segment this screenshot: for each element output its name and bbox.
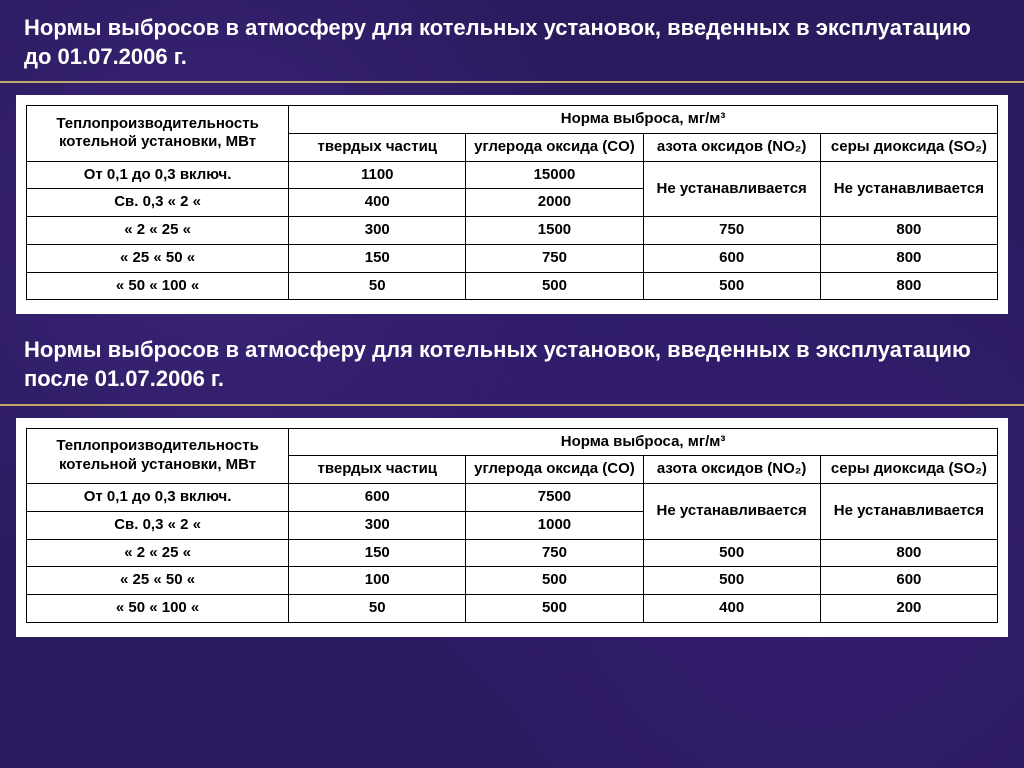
cell: 600 — [820, 567, 997, 595]
subheader: твердых частиц — [289, 456, 466, 484]
cell: 600 — [289, 484, 466, 512]
subheader: серы диоксида (SO₂) — [820, 456, 997, 484]
table-row: От 0,1 до 0,3 включ. 600 7500 Не устанав… — [27, 484, 998, 512]
table-header-row: Теплопроизводительность котельной устано… — [27, 106, 998, 134]
cell: 600 — [643, 244, 820, 272]
cell: 150 — [289, 244, 466, 272]
section-title: Нормы выбросов в атмосферу для котельных… — [24, 14, 1000, 71]
merged-cell: Не устанавливается — [643, 161, 820, 217]
cell: 1100 — [289, 161, 466, 189]
table-row: « 25 « 50 « 150 750 600 800 — [27, 244, 998, 272]
cell: 750 — [643, 217, 820, 245]
merged-cell: Не устанавливается — [820, 161, 997, 217]
table-row: « 50 « 100 « 50 500 400 200 — [27, 595, 998, 623]
cell: 500 — [643, 567, 820, 595]
cell: 500 — [643, 539, 820, 567]
subheader: углерода оксида (CO) — [466, 133, 643, 161]
emissions-table-before: Теплопроизводительность котельной устано… — [26, 105, 998, 300]
section-title-bar: Нормы выбросов в атмосферу для котельных… — [0, 322, 1024, 405]
cell: 800 — [820, 539, 997, 567]
header-main: Теплопроизводительность котельной устано… — [27, 428, 289, 484]
cell: 1500 — [466, 217, 643, 245]
slide: Нормы выбросов в атмосферу для котельных… — [0, 0, 1024, 768]
table-container: Теплопроизводительность котельной устано… — [16, 418, 1008, 637]
table-row: От 0,1 до 0,3 включ. 1100 15000 Не устан… — [27, 161, 998, 189]
merged-cell: Не устанавливается — [643, 484, 820, 540]
cell: 300 — [289, 511, 466, 539]
header-group-text: Норма выброса, мг/м³ — [561, 433, 726, 450]
row-label: « 50 « 100 « — [27, 595, 289, 623]
cell: 50 — [289, 272, 466, 300]
cell: 7500 — [466, 484, 643, 512]
row-label: Св. 0,3 « 2 « — [27, 511, 289, 539]
section-title: Нормы выбросов в атмосферу для котельных… — [24, 336, 1000, 393]
table-row: « 2 « 25 « 300 1500 750 800 — [27, 217, 998, 245]
subheader: углерода оксида (CO) — [466, 456, 643, 484]
header-group: Норма выброса, мг/м³ — [289, 428, 998, 456]
cell: 750 — [466, 244, 643, 272]
cell: 800 — [820, 217, 997, 245]
table-row: « 50 « 100 « 50 500 500 800 — [27, 272, 998, 300]
merged-cell: Не устанавливается — [820, 484, 997, 540]
row-label: Св. 0,3 « 2 « — [27, 189, 289, 217]
cell: 50 — [289, 595, 466, 623]
table-container: Теплопроизводительность котельной устано… — [16, 95, 1008, 314]
cell: 750 — [466, 539, 643, 567]
table-header-row: Теплопроизводительность котельной устано… — [27, 428, 998, 456]
row-label: От 0,1 до 0,3 включ. — [27, 161, 289, 189]
cell: 400 — [289, 189, 466, 217]
cell: 2000 — [466, 189, 643, 217]
cell: 500 — [466, 595, 643, 623]
cell: 15000 — [466, 161, 643, 189]
cell: 800 — [820, 244, 997, 272]
row-label: « 25 « 50 « — [27, 567, 289, 595]
row-label: « 50 « 100 « — [27, 272, 289, 300]
cell: 150 — [289, 539, 466, 567]
row-label: « 25 « 50 « — [27, 244, 289, 272]
table-row: « 2 « 25 « 150 750 500 800 — [27, 539, 998, 567]
cell: 400 — [643, 595, 820, 623]
row-label: От 0,1 до 0,3 включ. — [27, 484, 289, 512]
table-row: « 25 « 50 « 100 500 500 600 — [27, 567, 998, 595]
row-label: « 2 « 25 « — [27, 217, 289, 245]
cell: 200 — [820, 595, 997, 623]
cell: 800 — [820, 272, 997, 300]
header-group-text: Норма выброса, мг/м³ — [561, 110, 726, 127]
cell: 1000 — [466, 511, 643, 539]
section-title-bar: Нормы выбросов в атмосферу для котельных… — [0, 0, 1024, 83]
subheader: твердых частиц — [289, 133, 466, 161]
cell: 500 — [643, 272, 820, 300]
cell: 500 — [466, 567, 643, 595]
row-label: « 2 « 25 « — [27, 539, 289, 567]
emissions-table-after: Теплопроизводительность котельной устано… — [26, 428, 998, 623]
header-main: Теплопроизводительность котельной устано… — [27, 106, 289, 162]
subheader: азота оксидов (NO₂) — [643, 133, 820, 161]
cell: 100 — [289, 567, 466, 595]
subheader: азота оксидов (NO₂) — [643, 456, 820, 484]
subheader: серы диоксида (SO₂) — [820, 133, 997, 161]
cell: 500 — [466, 272, 643, 300]
cell: 300 — [289, 217, 466, 245]
header-group: Норма выброса, мг/м³ — [289, 106, 998, 134]
